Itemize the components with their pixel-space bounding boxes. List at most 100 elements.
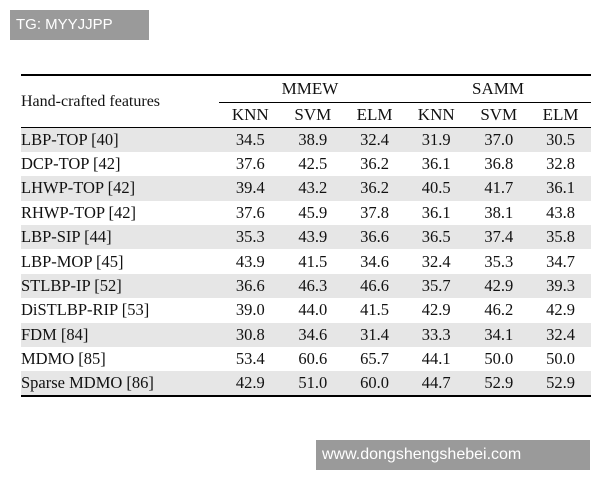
table-row: DCP-TOP [42] 37.6 42.5 36.2 36.1 36.8 32.8 <box>21 151 591 177</box>
table-row: Sparse MDMO [86] 42.9 51.0 60.0 44.7 52.9 52.9 <box>21 371 591 396</box>
value-cell: 38.1 <box>484 202 514 222</box>
subheader-knn: KNN <box>404 102 468 128</box>
value-cell: 43.2 <box>298 178 328 198</box>
value-cell: 52.9 <box>484 373 514 393</box>
value-cell: 32.4 <box>360 129 389 149</box>
table-row: MDMO [85] 53.4 60.6 65.7 44.1 50.0 50.0 <box>21 347 591 372</box>
value-cell: 34.6 <box>360 251 389 271</box>
subheader-elm: ELM <box>530 102 591 128</box>
value-cell: 36.6 <box>235 276 265 296</box>
value-cell: 39.4 <box>235 178 265 198</box>
watermark-bottom-label: www.dongshengshebei.com <box>316 440 590 470</box>
value-cell: 42.9 <box>484 276 514 296</box>
value-cell: 36.1 <box>546 178 575 198</box>
value-cell: 35.8 <box>546 227 575 247</box>
value-cell: 34.7 <box>546 251 575 271</box>
value-cell: 36.1 <box>421 202 451 222</box>
value-cell: 37.4 <box>484 227 514 247</box>
value-cell: 44.1 <box>421 349 451 369</box>
value-cell: 36.1 <box>421 154 451 174</box>
feature-name-cell: LBP-MOP [45] <box>21 251 124 271</box>
value-cell: 42.5 <box>298 154 328 174</box>
value-cell: 39.3 <box>546 276 575 296</box>
value-cell: 46.2 <box>484 300 514 320</box>
features-table: Hand-crafted features MMEW SAMM KNN SVM … <box>21 74 591 397</box>
value-cell: 40.5 <box>421 178 451 198</box>
value-cell: 43.9 <box>298 227 328 247</box>
value-cell: 45.9 <box>298 202 328 222</box>
watermark-top-label: TG: MYYJJPP <box>10 10 149 40</box>
value-cell: 31.4 <box>360 324 389 344</box>
feature-column-header: Hand-crafted features <box>21 75 219 128</box>
value-cell: 42.9 <box>235 373 265 393</box>
table-row: LBP-TOP [40] 34.5 38.9 32.4 31.9 37.0 30.5 <box>21 127 591 152</box>
value-cell: 65.7 <box>360 349 389 369</box>
value-cell: 37.8 <box>360 202 389 222</box>
value-cell: 36.2 <box>360 178 389 198</box>
value-cell: 42.9 <box>546 300 575 320</box>
table-row: DiSTLBP-RIP [53] 39.0 44.0 41.5 42.9 46.2 42.9 <box>21 298 591 323</box>
value-cell: 35.3 <box>484 251 514 271</box>
table-body: LBP-TOP [40] 34.5 38.9 32.4 31.9 37.0 30.5 DCP-… <box>21 127 591 396</box>
table-row: STLBP-IP [52] 36.6 46.3 46.6 35.7 42.9 39.3 <box>21 273 591 299</box>
value-cell: 35.3 <box>235 227 265 247</box>
value-cell: 33.3 <box>421 324 451 344</box>
value-cell: 34.1 <box>484 324 514 344</box>
value-cell: 43.8 <box>546 202 575 222</box>
subheader-elm: ELM <box>344 102 405 128</box>
value-cell: 50.0 <box>546 349 575 369</box>
value-cell: 38.9 <box>298 129 328 149</box>
value-cell: 32.8 <box>546 154 575 174</box>
subheader-svm: SVM <box>467 102 531 128</box>
value-cell: 41.5 <box>360 300 389 320</box>
value-cell: 42.9 <box>421 300 451 320</box>
subheader-svm: SVM <box>281 102 345 128</box>
table-row: LBP-SIP [44] 35.3 43.9 36.6 36.5 37.4 35.8 <box>21 225 591 250</box>
table-row: RHWP-TOP [42] 37.6 45.9 37.8 36.1 38.1 43.8 <box>21 200 591 226</box>
value-cell: 41.5 <box>298 251 328 271</box>
feature-name-cell: FDM [84] <box>21 324 89 344</box>
value-cell: 52.9 <box>546 373 575 393</box>
value-cell: 32.4 <box>421 251 451 271</box>
group-header-mmew: MMEW <box>219 75 405 103</box>
value-cell: 43.9 <box>235 251 265 271</box>
value-cell: 60.0 <box>360 373 389 393</box>
feature-name-cell: RHWP-TOP [42] <box>21 202 137 222</box>
value-cell: 37.0 <box>484 129 514 149</box>
value-cell: 51.0 <box>298 373 328 393</box>
value-cell: 34.5 <box>235 129 265 149</box>
value-cell: 46.6 <box>360 276 389 296</box>
value-cell: 50.0 <box>484 349 514 369</box>
value-cell: 31.9 <box>421 129 451 149</box>
subheader-knn: KNN <box>219 102 282 128</box>
value-cell: 36.5 <box>421 227 451 247</box>
feature-name-cell: MDMO [85] <box>21 349 106 369</box>
value-cell: 37.6 <box>235 154 265 174</box>
table-row: FDM [84] 30.8 34.6 31.4 33.3 34.1 32.4 <box>21 322 591 348</box>
value-cell: 32.4 <box>546 324 575 344</box>
feature-name-cell: LBP-SIP [44] <box>21 227 112 247</box>
value-cell: 41.7 <box>484 178 514 198</box>
value-cell: 39.0 <box>235 300 265 320</box>
feature-name-cell: DiSTLBP-RIP [53] <box>21 300 150 320</box>
value-cell: 36.8 <box>484 154 514 174</box>
value-cell: 30.8 <box>235 324 265 344</box>
feature-name-cell: LHWP-TOP [42] <box>21 178 136 198</box>
value-cell: 60.6 <box>298 349 328 369</box>
table-row: LBP-MOP [45] 43.9 41.5 34.6 32.4 35.3 34.7 <box>21 249 591 274</box>
value-cell: 37.6 <box>235 202 265 222</box>
value-cell: 36.6 <box>360 227 389 247</box>
feature-name-cell: DCP-TOP [42] <box>21 154 121 174</box>
table-header-row: Hand-crafted features MMEW SAMM <box>21 75 591 128</box>
value-cell: 36.2 <box>360 154 389 174</box>
table-subheader-row: KNN SVM ELM KNN SVM ELM <box>21 102 591 128</box>
value-cell: 44.0 <box>298 300 328 320</box>
group-header-samm: SAMM <box>404 75 591 103</box>
feature-name-cell: Sparse MDMO [86] <box>21 373 154 393</box>
value-cell: 35.7 <box>421 276 451 296</box>
value-cell: 34.6 <box>298 324 328 344</box>
value-cell: 46.3 <box>298 276 328 296</box>
table-row: LHWP-TOP [42] 39.4 43.2 36.2 40.5 41.7 36.1 <box>21 176 591 201</box>
feature-name-cell: STLBP-IP [52] <box>21 276 122 296</box>
value-cell: 53.4 <box>235 349 265 369</box>
